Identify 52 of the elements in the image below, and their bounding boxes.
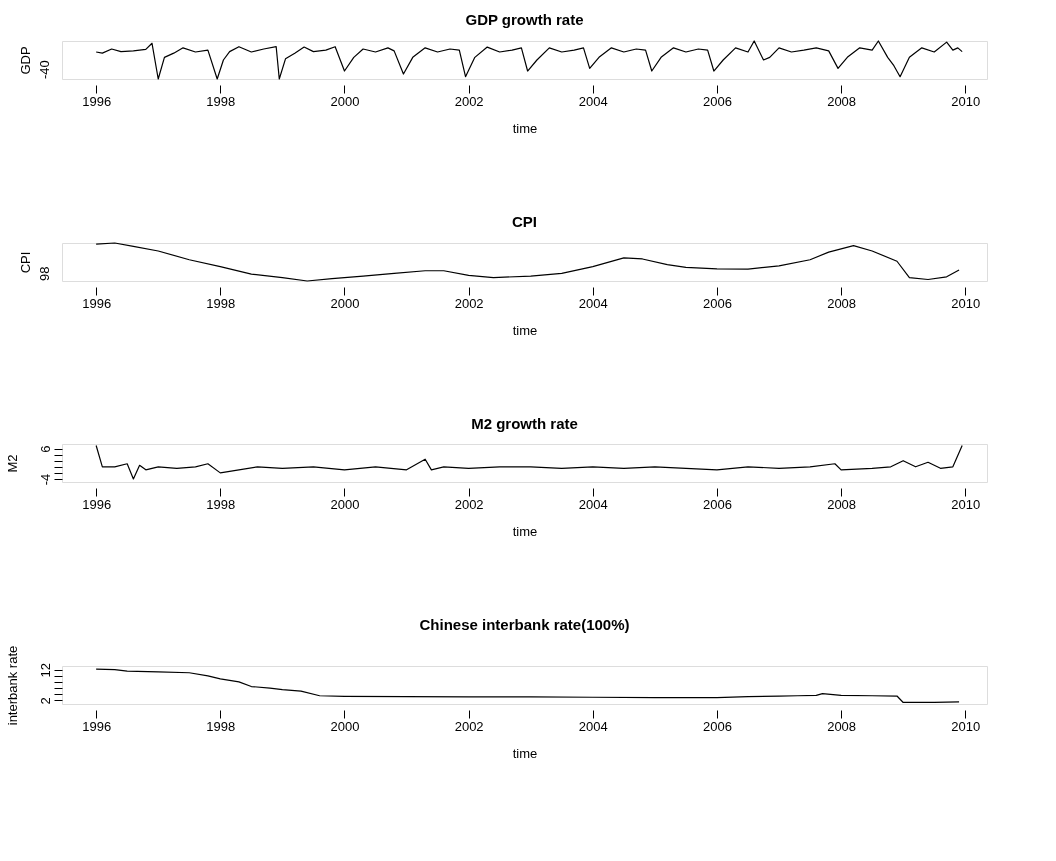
chart-title: Chinese interbank rate(100%): [419, 616, 630, 634]
x-tick-label: 2004: [578, 93, 608, 109]
x-tick-label: 1996: [82, 496, 112, 512]
x-axis-title: time: [512, 523, 538, 539]
x-tick-label: 1998: [206, 295, 236, 311]
text: -40: [37, 60, 52, 79]
x-tick-label: 1998: [206, 496, 236, 512]
x-tick-label: 2004: [578, 718, 608, 734]
y-axis-title: M2: [4, 454, 20, 473]
chart-title: CPI: [511, 213, 538, 231]
x-tick-label: 2008: [827, 496, 857, 512]
x-tick-label: 1996: [82, 295, 112, 311]
x-tick-label: 2004: [578, 496, 608, 512]
x-tick-label: 2006: [702, 93, 732, 109]
x-tick-label: 2004: [578, 295, 608, 311]
chart-title: M2 growth rate: [471, 415, 578, 432]
y-tick-label: 2: [37, 697, 53, 705]
y-tick-label: 12: [37, 662, 53, 678]
y-axis-title: GDP: [17, 46, 33, 75]
x-tick-label: 2010: [951, 496, 981, 512]
chart-title: GDP growth rate: [465, 11, 584, 29]
x-tick-label: 1996: [82, 718, 112, 734]
x-tick-label: 2002: [454, 496, 484, 512]
x-tick-label: 2006: [702, 295, 732, 311]
x-tick-label: 2006: [702, 718, 732, 734]
x-tick-label: 2000: [330, 718, 360, 734]
x-tick-label: 1998: [206, 93, 236, 109]
x-tick-label: 2000: [330, 295, 360, 311]
x-tick-label: 2008: [827, 93, 857, 109]
x-tick-label: 2008: [827, 718, 857, 734]
x-tick-label: 2002: [454, 718, 484, 734]
y-axis-title: CPI: [17, 251, 33, 274]
x-axis-title: time: [512, 322, 538, 338]
x-tick-label: 2006: [702, 496, 732, 512]
y-axis-title: interbank rate: [4, 645, 20, 726]
x-tick-label: 2000: [330, 93, 360, 109]
x-tick-label: 1998: [206, 718, 236, 734]
x-axis-title: time: [512, 745, 538, 761]
x-tick-label: 2008: [827, 295, 857, 311]
x-tick-label: 2002: [454, 93, 484, 109]
text: 98: [37, 266, 52, 281]
x-tick-label: 2000: [330, 496, 360, 512]
x-tick-label: 1996: [82, 93, 112, 109]
x-tick-label: 2010: [951, 295, 981, 311]
line-series: [95, 668, 960, 704]
x-tick-label: 2002: [454, 295, 484, 311]
x-tick-label: 2010: [951, 93, 981, 109]
line-series: [95, 444, 963, 480]
y-tick-label: -4: [37, 473, 53, 486]
x-tick-label: 2010: [951, 718, 981, 734]
y-tick-label: 6: [37, 445, 53, 453]
x-axis-title: time: [512, 120, 538, 136]
